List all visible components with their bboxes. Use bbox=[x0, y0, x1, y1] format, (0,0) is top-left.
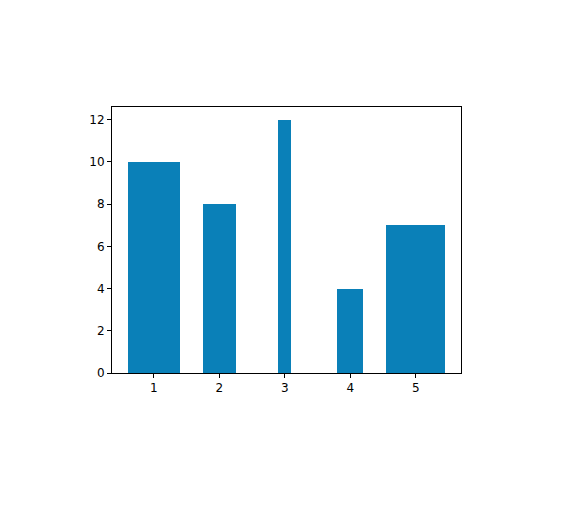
svg-text:6: 6 bbox=[97, 240, 105, 254]
svg-text:12: 12 bbox=[89, 113, 104, 127]
svg-text:1: 1 bbox=[150, 381, 158, 395]
svg-text:2: 2 bbox=[216, 381, 224, 395]
svg-text:2: 2 bbox=[97, 324, 105, 338]
svg-text:10: 10 bbox=[89, 155, 104, 169]
svg-text:8: 8 bbox=[97, 197, 105, 211]
svg-text:3: 3 bbox=[281, 381, 289, 395]
svg-text:0: 0 bbox=[97, 366, 105, 380]
svg-text:4: 4 bbox=[347, 381, 355, 395]
svg-text:4: 4 bbox=[97, 282, 105, 296]
svg-text:5: 5 bbox=[412, 381, 420, 395]
